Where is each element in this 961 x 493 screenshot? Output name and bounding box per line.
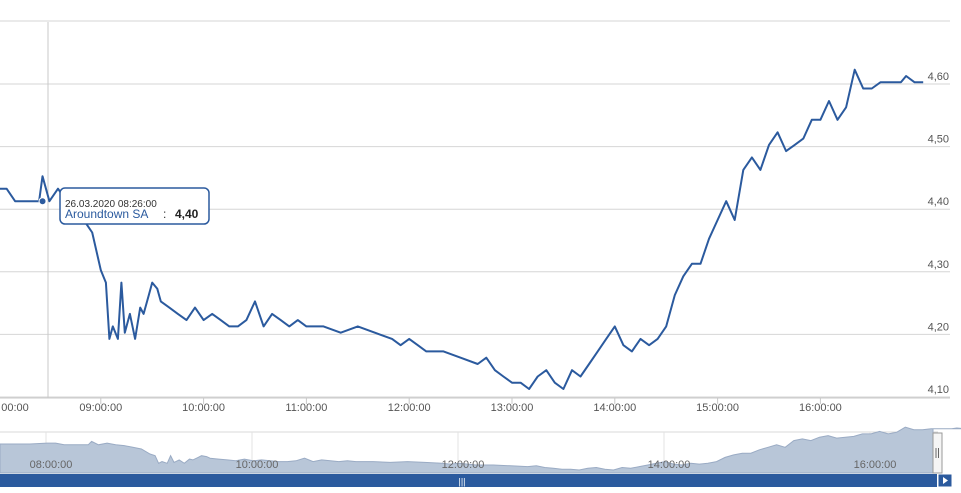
navigator-tick-label: 16:00:00 [854, 459, 897, 471]
series-line [0, 68, 924, 390]
navigator-tick-label: 12:00:00 [442, 459, 485, 471]
tooltip-date: 26.03.2020 08:26:00 [65, 199, 157, 210]
navigator-tick-label: 08:00:00 [30, 459, 73, 471]
tooltip-box [59, 187, 210, 225]
x-tick-label: 00:00 [1, 402, 29, 414]
x-tick-label: 10:00:00 [182, 402, 225, 414]
series-group [0, 68, 924, 390]
tooltip-separator: : [163, 207, 166, 221]
x-axis: 00:00 09:00:00 10:00:00 11:00:00 12:00:00 13:… [1, 398, 842, 414]
navigator-area [0, 426, 961, 474]
x-tick-label: 12:00:00 [388, 402, 431, 414]
y-tick-label: 4,10 [928, 384, 949, 396]
hover-point [38, 197, 47, 206]
tooltip-series-name: Aroundtown SA [65, 207, 148, 221]
y-tick-label: 4,40 [928, 196, 949, 208]
navigator-axis: 08:00:00 10:00:00 12:00:00 14:00:00 16:00:00 [30, 459, 897, 471]
y-tick-label: 4,20 [928, 321, 949, 333]
x-tick-label: 13:00:00 [491, 402, 534, 414]
tooltip-value: 4,40 [175, 207, 199, 221]
scrollbar-thumb[interactable] [0, 474, 937, 487]
navigator-tick-label: 10:00:00 [236, 459, 279, 471]
scrollbar-grip: ||| [458, 477, 465, 487]
x-tick-label: 14:00:00 [593, 402, 636, 414]
x-tick-label: 09:00:00 [79, 402, 122, 414]
x-tick-label: 16:00:00 [799, 402, 842, 414]
y-tick-label: 4,30 [928, 259, 949, 271]
navigator-right-handle[interactable] [932, 432, 943, 474]
y-tick-label: 4,50 [928, 134, 949, 146]
x-tick-label: 15:00:00 [696, 402, 739, 414]
y-tick-label: 4,60 [928, 71, 949, 83]
y-axis: 4,10 4,20 4,30 4,40 4,50 4,60 [928, 71, 949, 396]
navigator-tick-label: 14:00:00 [648, 459, 691, 471]
x-tick-label: 11:00:00 [285, 402, 327, 414]
tooltip: 26.03.2020 08:26:00 Aroundtown SA : 4,40 [59, 187, 210, 225]
navigator[interactable]: 08:00:00 10:00:00 12:00:00 14:00:00 16:00:00… [0, 426, 961, 488]
triangle-right-icon [943, 477, 948, 484]
